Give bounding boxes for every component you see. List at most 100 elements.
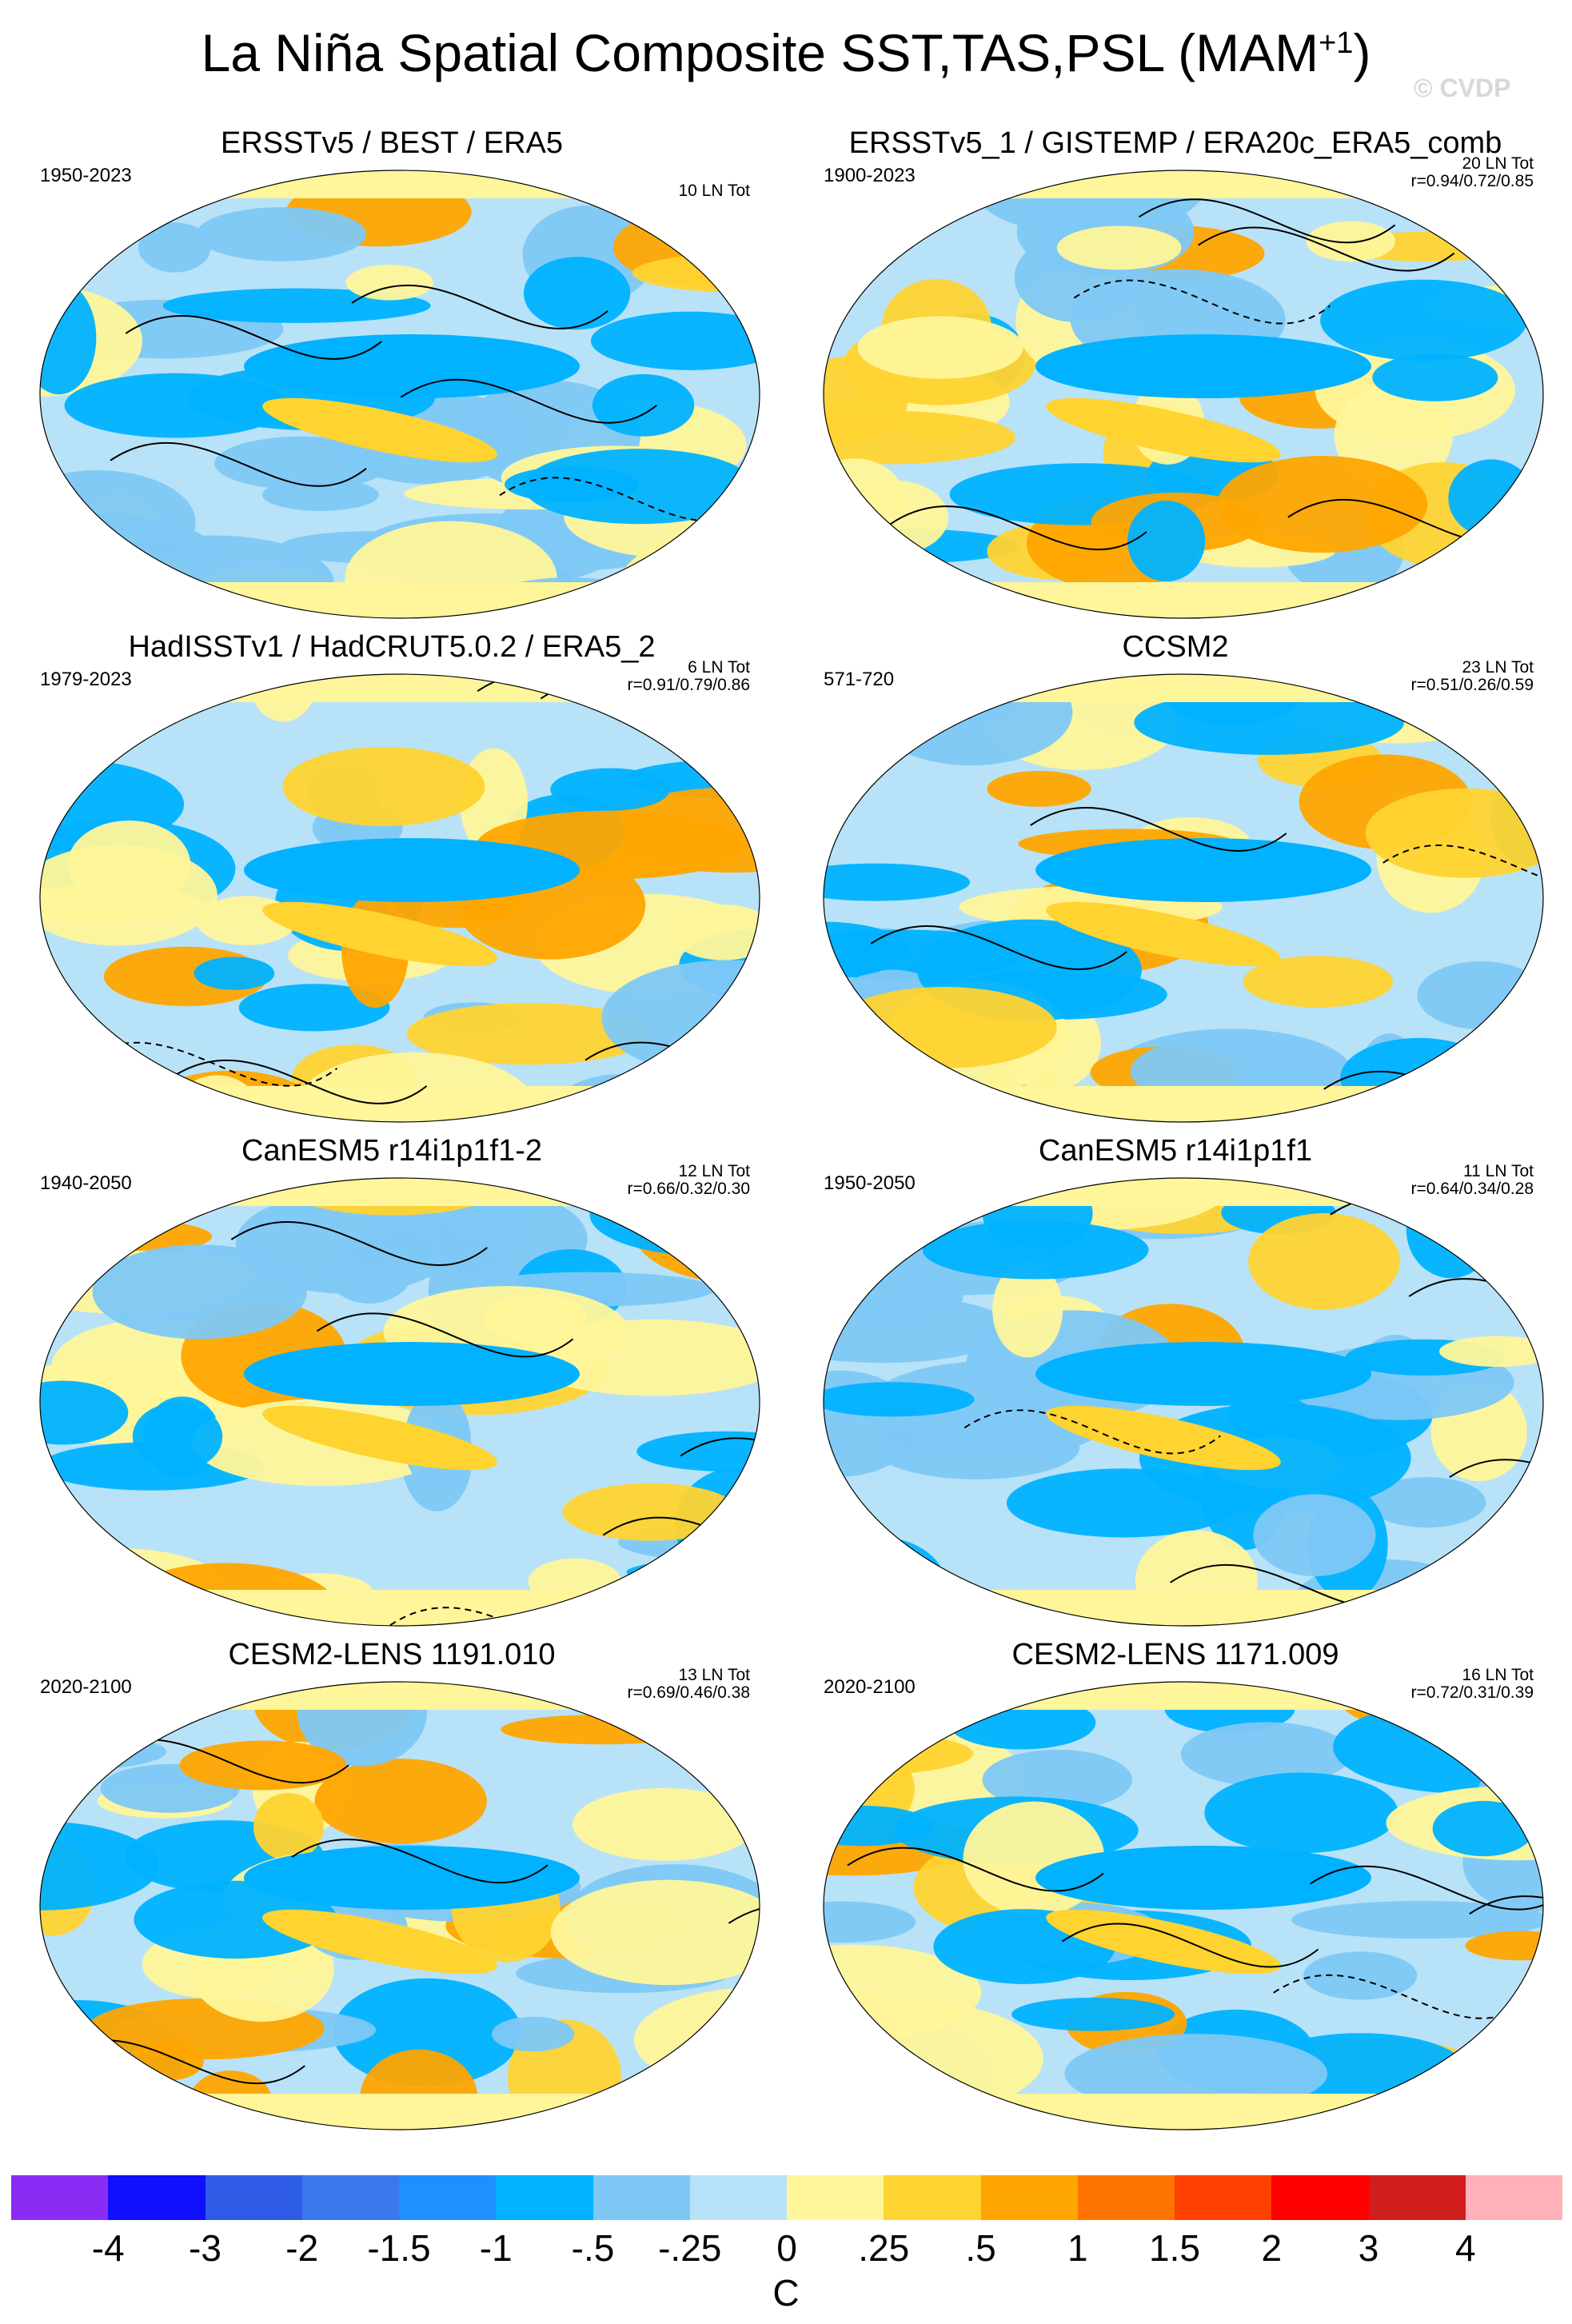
anomaly-region (48, 563, 159, 618)
anomaly-region (1011, 1997, 1175, 2031)
panel-count: 13 LN Tot r=0.69/0.46/0.38 (627, 1666, 750, 1702)
map-panel: CESM2-LENS 1191.010 2020-2100 13 LN Tot r… (16, 1638, 768, 2150)
panel-period: 2020-2100 (824, 1676, 916, 1698)
colorbar-tick-label: 1 (1067, 2227, 1088, 2269)
anomaly-region (1303, 1951, 1418, 2000)
cold-tongue (244, 1846, 580, 1910)
colorbar-cell (1175, 2175, 1272, 2220)
warm-band (1046, 901, 1281, 967)
anomaly-region (40, 1682, 150, 1758)
anomaly-region (572, 1787, 757, 1861)
anomaly-region (238, 984, 390, 1032)
anomaly-region (345, 265, 433, 301)
psl-contour (680, 1437, 760, 1483)
map-panel: CCSM2 571-720 23 LN Tot r=0.51/0.26/0.59 (800, 630, 1551, 1142)
panel-count: 11 LN Tot r=0.64/0.34/0.28 (1410, 1162, 1534, 1198)
world-map (39, 1681, 760, 2130)
anomaly-region (1127, 500, 1206, 582)
polar-band (824, 170, 1543, 198)
map-outline (823, 170, 1544, 619)
polar-band (40, 170, 760, 198)
colorbar-cell (11, 2175, 109, 2220)
anomaly-region (922, 1220, 1149, 1280)
anomaly-region (824, 410, 1015, 465)
psl-contour (1309, 1865, 1543, 1911)
colorbar-cell (787, 2175, 884, 2220)
anomaly-region (194, 956, 275, 990)
anomaly-region (1204, 1772, 1398, 1854)
polar-band (824, 2094, 1543, 2130)
panel-title: HadISSTv1 / HadCRUT5.0.2 / ERA5_2 (128, 630, 656, 664)
psl-contour (1198, 226, 1455, 272)
polar-band (40, 582, 760, 618)
anomaly-region (824, 1576, 977, 1626)
anomaly-region (1253, 1494, 1376, 1576)
anomaly-region (504, 466, 639, 503)
psl-contour (291, 1839, 549, 1883)
anomaly-region (1064, 2034, 1328, 2114)
anomaly-region (1217, 456, 1428, 553)
anomaly-region (1291, 1900, 1543, 1939)
world-map (823, 673, 1544, 1123)
psl-contour (1061, 1923, 1319, 1968)
panel-title: CanESM5 r14i1p1f1 (1038, 1134, 1313, 1168)
psl-contour (125, 315, 382, 360)
anomaly-region (607, 170, 684, 217)
panel-period: 1950-2050 (824, 1172, 916, 1194)
colorbar-cell (689, 2175, 787, 2220)
anomaly-region (1306, 221, 1395, 262)
anomaly-region (592, 373, 695, 437)
psl-contour (1449, 1459, 1543, 1504)
polar-band (824, 1086, 1543, 1122)
anomaly-region (700, 1184, 760, 1215)
polar-band (40, 674, 760, 702)
polar-band (824, 1178, 1543, 1206)
colorbar-tick-label: .5 (965, 2227, 996, 2269)
colorbar-cell (205, 2175, 302, 2220)
panel-period: 1979-2023 (40, 669, 132, 690)
psl-contour (1469, 1895, 1543, 1940)
cold-tongue (1035, 838, 1371, 902)
psl-contour (870, 925, 1127, 970)
colorbar-tick-label: -2 (285, 2227, 319, 2269)
anomaly-region (824, 1543, 924, 1615)
psl-contour (698, 1715, 760, 1761)
polar-band (40, 1682, 760, 1710)
map-outline (823, 1681, 1544, 2130)
panel-title: CESM2-LENS 1191.010 (228, 1638, 556, 1671)
colorbar-cell (1465, 2175, 1562, 2220)
anomaly-region (50, 674, 170, 705)
anomaly-region (314, 1759, 487, 1844)
map-outline (39, 1177, 760, 1627)
colorbar-cell (1271, 2175, 1369, 2220)
warm-band (1046, 1405, 1281, 1471)
anomaly-region (982, 1749, 1133, 1811)
anomaly-region (483, 1294, 588, 1343)
psl-contour (316, 1312, 574, 1358)
anomaly-region (1465, 1931, 1543, 1961)
polar-band (824, 674, 1543, 702)
anomaly-region (1367, 1476, 1486, 1528)
anomaly-region (1432, 1800, 1535, 1857)
anomaly-region (282, 746, 485, 827)
cold-tongue (1035, 1342, 1371, 1406)
anomaly-region (134, 1880, 337, 1959)
anomaly-region (1406, 1180, 1496, 1279)
world-map (39, 673, 760, 1123)
colorbar-tick-label: 3 (1358, 2227, 1379, 2269)
anomaly-region (333, 1978, 521, 2087)
map-outline (823, 673, 1544, 1123)
cold-tongue (244, 334, 580, 398)
cold-tongue (244, 1342, 580, 1406)
map-panel: HadISSTv1 / HadCRUT5.0.2 / ERA5_2 1979-2… (16, 630, 768, 1142)
anomaly-region (824, 1080, 968, 1122)
colorbar-tick-label: 1.5 (1149, 2227, 1200, 2269)
panel-count: 23 LN Tot r=0.51/0.26/0.59 (1410, 658, 1534, 694)
anomaly-region (1438, 1336, 1543, 1368)
colorbar-tick-label: -4 (91, 2227, 125, 2269)
figure-title: La Niña Spatial Composite SST,TAS,PSL (M… (201, 23, 1371, 82)
map-panel: ERSSTv5_1 / GISTEMP / ERA20c_ERA5_comb 1… (800, 126, 1551, 638)
anomaly-region (824, 1901, 916, 1943)
anomaly-region (601, 674, 760, 716)
warm-band (1046, 397, 1281, 463)
